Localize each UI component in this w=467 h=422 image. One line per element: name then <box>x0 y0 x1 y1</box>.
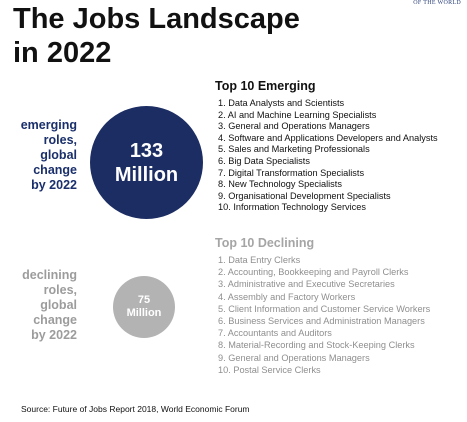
emerging-total-value: 133 <box>129 139 164 162</box>
declining-label-line: by 2022 <box>31 328 77 342</box>
declining-list-item: 6. Business Services and Administration … <box>218 316 425 327</box>
declining-list-item: 1. Data Entry Clerks <box>218 255 301 265</box>
emerging-list-item: 7. Digital Transformation Specialists <box>218 167 365 178</box>
declining-label-line: change <box>33 313 77 327</box>
title-line-2: in 2022 <box>13 37 112 69</box>
emerging-list-block: Top 10 Emerging 1. Data Analysts and Sci… <box>215 79 438 214</box>
emerging-total-circle: 133 Million <box>90 106 203 219</box>
declining-total-circle: 75 Million <box>113 276 175 338</box>
emerging-list: 1. Data Analysts and Scientists 2. AI an… <box>215 98 438 214</box>
declining-list-item: 5. Client Information and Customer Servi… <box>218 303 431 314</box>
emerging-list-item: 9. Organisational Development Specialist… <box>218 190 391 201</box>
declining-label-line: roles, <box>43 283 77 297</box>
emerging-list-item: 3. General and Operations Managers <box>218 121 370 132</box>
emerging-list-item: 5. Sales and Marketing Professionals <box>218 144 370 155</box>
declining-list-item: 7. Accountants and Auditors <box>218 328 332 339</box>
declining-heading: Top 10 Declining <box>215 236 315 250</box>
declining-label-line: declining <box>22 268 77 282</box>
emerging-heading: Top 10 Emerging <box>215 79 316 93</box>
declining-list-item: 9. General and Operations Managers <box>218 352 370 363</box>
emerging-total-unit: Million <box>114 163 179 186</box>
declining-list-item: 10. Postal Service Clerks <box>218 364 321 375</box>
emerging-list-item: 2. AI and Machine Learning Specialists <box>218 109 377 120</box>
declining-list-item: 4. Assembly and Factory Workers <box>218 291 356 302</box>
declining-list-block: Top 10 Declining 1. Data Entry Clerks 2.… <box>215 236 430 376</box>
emerging-list-item: 8. New Technology Specialists <box>218 179 342 190</box>
emerging-list-item: 6. Big Data Specialists <box>218 155 310 166</box>
emerging-label-line: global <box>40 148 77 162</box>
corner-caption: OF THE WORLD <box>413 0 461 6</box>
declining-list: 1. Data Entry Clerks 2. Accounting, Book… <box>215 254 430 376</box>
emerging-list-item: 4. Software and Applications Developers … <box>218 132 438 143</box>
declining-list-item: 8. Material-Recording and Stock-Keeping … <box>218 340 415 351</box>
emerging-label-line: emerging <box>20 118 77 132</box>
page-title: The Jobs Landscape in 2022 <box>13 2 313 70</box>
declining-list-item: 2. Accounting, Bookkeeping and Payroll C… <box>218 267 409 278</box>
emerging-list-item: 10. Information Technology Services <box>218 202 366 213</box>
declining-list-item: 3. Administrative and Executive Secretar… <box>218 279 395 290</box>
emerging-label-line: change <box>33 163 77 177</box>
emerging-label-line: by 2022 <box>31 178 77 192</box>
declining-label-line: global <box>40 298 77 312</box>
emerging-label-line: roles, <box>43 133 77 147</box>
declining-side-label: declining roles, global change by 2022 <box>0 268 77 343</box>
source-note: Source: Future of Jobs Report 2018, Worl… <box>21 404 250 414</box>
emerging-side-label: emerging roles, global change by 2022 <box>0 118 77 193</box>
title-line-1: The Jobs Landscape <box>13 3 300 35</box>
declining-total-unit: Million <box>126 307 162 319</box>
declining-total-value: 75 <box>137 294 151 306</box>
emerging-list-item: 1. Data Analysts and Scientists <box>218 98 345 108</box>
